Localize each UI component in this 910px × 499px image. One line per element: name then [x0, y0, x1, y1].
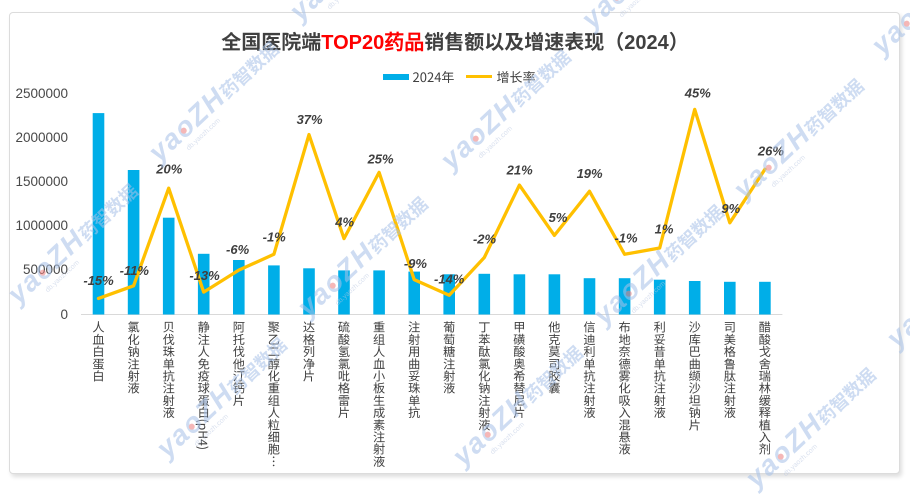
svg-text:-14%: -14% — [434, 272, 465, 287]
svg-text:-1%: -1% — [614, 230, 638, 245]
svg-text:1%: 1% — [655, 221, 674, 236]
svg-text:45%: 45% — [684, 86, 711, 101]
svg-text:-2%: -2% — [473, 232, 497, 247]
svg-text:26%: 26% — [757, 143, 784, 158]
svg-text:25%: 25% — [367, 152, 394, 167]
svg-text:19%: 19% — [577, 166, 603, 181]
svg-text:-13%: -13% — [189, 268, 220, 283]
svg-text:20%: 20% — [155, 161, 182, 176]
svg-text:-9%: -9% — [404, 256, 428, 271]
svg-text:-15%: -15% — [83, 273, 114, 288]
svg-text:21%: 21% — [506, 163, 533, 178]
svg-text:5%: 5% — [549, 210, 568, 225]
svg-text:-6%: -6% — [226, 242, 250, 257]
svg-text:-11%: -11% — [120, 263, 150, 278]
svg-text:37%: 37% — [297, 112, 323, 127]
svg-text:-1%: -1% — [263, 229, 287, 244]
svg-text:9%: 9% — [721, 201, 740, 216]
svg-text:4%: 4% — [334, 215, 354, 230]
